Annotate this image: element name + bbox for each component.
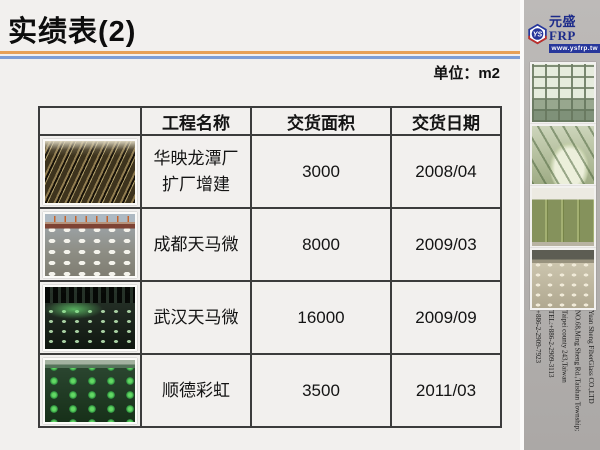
- table-row: 华映龙潭厂 扩厂增建 3000 2008/04: [38, 134, 502, 209]
- photo-cell: [38, 353, 142, 428]
- sidebar-photo-ceiling: [530, 62, 596, 124]
- ys-badge-text: YS: [533, 31, 543, 38]
- project-name: 成都天马微: [140, 207, 252, 282]
- delivery-date: 2009/09: [390, 280, 502, 355]
- delivery-date: 2009/03: [390, 207, 502, 282]
- project-name: 顺德彩虹: [140, 353, 252, 428]
- header-project-name: 工程名称: [140, 106, 252, 136]
- sidebar-photo-tank-farm: [530, 186, 596, 248]
- logo-website: www.ysfrp.tw: [549, 43, 600, 53]
- table-header-row: 工程名称 交货面积 交货日期: [38, 106, 502, 136]
- header-delivery-date: 交货日期: [390, 106, 502, 136]
- delivery-date: 2008/04: [390, 134, 502, 209]
- unit-label: 单位：m2: [433, 65, 500, 82]
- divider-orange: [0, 51, 520, 54]
- photo-cell: [38, 280, 142, 355]
- company-address-line2: Taipei county 243,Taiwan: [560, 310, 569, 383]
- company-phone: TEL:+886-2-2909-3113: [547, 310, 556, 378]
- project-photo: [43, 138, 137, 205]
- header-photo: [38, 106, 142, 136]
- company-address-line1: NO.68,Ming Sheng Rd.,Taishan Township;: [573, 310, 582, 432]
- company-logo: YS 元盛FRP www.ysfrp.tw: [527, 14, 600, 53]
- delivery-date: 2011/03: [390, 353, 502, 428]
- table-row: 武汉天马微 16000 2009/09: [38, 280, 502, 355]
- delivery-area: 16000: [250, 280, 392, 355]
- photo-cell: [38, 134, 142, 209]
- company-name: Yuan Sheng FiberGlass CO.,LTD: [587, 310, 595, 404]
- project-photo: [43, 357, 137, 424]
- delivery-area: 8000: [250, 207, 392, 282]
- sidebar-photo-tank: [530, 124, 596, 186]
- logo-name: 元盛FRP: [549, 14, 577, 44]
- photo-cell: [38, 207, 142, 282]
- project-name: 华映龙潭厂 扩厂增建: [140, 134, 252, 209]
- company-phone2: +886-2-2909-7923: [533, 310, 542, 363]
- sidebar-photo-floor: [530, 248, 596, 310]
- table-row: 顺德彩虹 3500 2011/03: [38, 353, 502, 428]
- company-info: Yuan Sheng FiberGlass CO.,LTD NO.68,Ming…: [525, 310, 597, 446]
- project-photo: [43, 284, 137, 351]
- slide-main: 实绩表(2) 单位：m2 工程名称 交货面积 交货日期: [0, 16, 520, 428]
- project-photo: [43, 211, 137, 278]
- sidebar: YS 元盛FRP www.ysfrp.tw Yuan Sheng FiberGl…: [520, 0, 600, 450]
- project-name: 武汉天马微: [140, 280, 252, 355]
- divider-blue: [0, 56, 520, 59]
- sidebar-edge-divider: [520, 0, 524, 450]
- projects-table: 工程名称 交货面积 交货日期 华映龙潭厂 扩厂增建 3000 2008/04: [38, 106, 502, 428]
- table-row: 成都天马微 8000 2009/03: [38, 207, 502, 282]
- delivery-area: 3500: [250, 353, 392, 428]
- page-title: 实绩表(2): [8, 16, 137, 48]
- delivery-area: 3000: [250, 134, 392, 209]
- ys-hexagon-badge-icon: YS: [528, 23, 547, 45]
- header-delivery-area: 交货面积: [250, 106, 392, 136]
- logo-text-block: 元盛FRP www.ysfrp.tw: [549, 14, 600, 53]
